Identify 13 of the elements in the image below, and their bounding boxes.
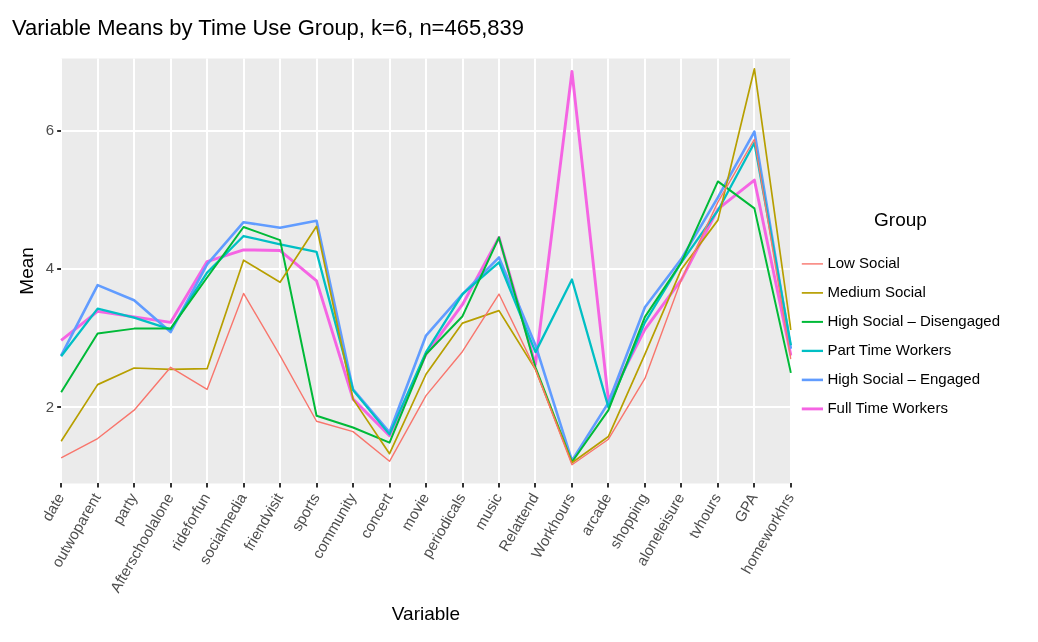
y-tick-label: 2 xyxy=(45,397,55,415)
y-tick-label: 4 xyxy=(45,259,55,277)
y-tick-label: 6 xyxy=(45,121,55,139)
legend-label: Part Time Workers xyxy=(827,341,952,359)
legend-label: Medium Social xyxy=(827,283,926,301)
chart-title: Variable Means by Time Use Group, k=6, n=465,839 xyxy=(12,15,524,41)
legend-label: High Social – Engaged xyxy=(827,370,980,388)
legend-label: Low Social xyxy=(827,254,900,272)
legend-label: Full Time Workers xyxy=(827,399,948,417)
x-axis-title: Variable xyxy=(391,602,461,624)
legend-title: Group xyxy=(874,209,927,231)
y-axis-title: Mean xyxy=(15,247,37,295)
legend-label: High Social – Disengaged xyxy=(827,312,1001,330)
